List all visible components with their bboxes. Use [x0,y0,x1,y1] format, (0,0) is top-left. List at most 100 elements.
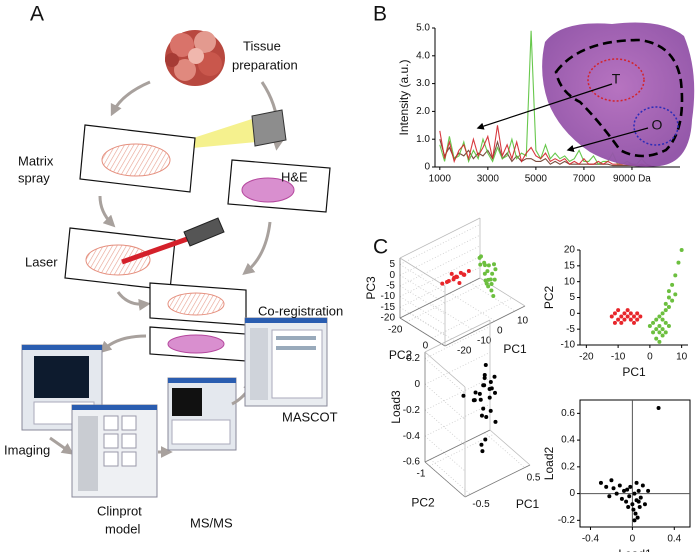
point [491,294,496,299]
point [493,267,498,272]
point [635,311,640,316]
point [632,491,637,496]
point [484,281,489,286]
y-tick-label: 0 [423,341,429,352]
point [493,390,497,395]
point [663,320,668,325]
point [638,314,643,319]
point [611,486,616,491]
point [636,488,641,493]
point [660,333,665,338]
step-label: Tissue [243,38,281,53]
y-tick-label: -0.2 [558,515,576,526]
y-tick-label: 2.0 [416,106,430,117]
x-tick-label: 0.4 [667,534,681,545]
z-tick-label: 0.2 [406,353,420,364]
x-tick-label: -20 [457,346,472,357]
point [449,271,454,276]
point [482,376,487,381]
panel-label: A [30,3,44,26]
point [676,260,681,265]
x-axis-label: PC1 [516,497,540,511]
point [479,442,484,447]
point [628,484,633,489]
y-tick-label: -1 [417,469,426,480]
point [483,437,488,442]
point [657,314,662,319]
point [651,320,656,325]
plot-frame [579,399,691,528]
spectrum-line [439,139,652,167]
point [481,406,486,411]
point [622,311,627,316]
point [609,314,614,319]
point [604,484,609,489]
x-tick-label: -0.5 [472,499,490,510]
y-tick-label: 1.0 [416,134,430,145]
step-label: Laser [25,254,58,269]
point [461,393,466,398]
point [486,277,491,282]
point [466,269,471,274]
point [489,288,494,293]
point [455,274,459,279]
tissue-section [167,334,225,354]
step-label: Clinprot [97,503,142,518]
x-axis-label: Load1 [618,547,652,552]
x-tick-label: 7000 [573,174,596,185]
z-tick-label: -0.2 [403,405,421,416]
point [486,263,491,268]
panel-label: B [373,3,387,26]
step-label: MS/MS [190,515,233,530]
point [660,317,665,322]
point [607,494,612,499]
laser-beam [121,235,191,265]
axis-line [399,257,446,287]
grid-line [424,377,491,411]
point [632,518,637,523]
point [670,282,675,287]
x-tick-label: 10 [517,316,529,327]
point [492,277,497,282]
point [488,408,493,413]
x-axis-label: PC1 [503,342,527,356]
point [473,390,478,395]
point [626,504,631,509]
annotation: T [612,71,621,87]
arrow [98,195,116,228]
point [619,496,624,501]
point [624,499,629,504]
x-axis-label: PC1 [622,365,646,379]
point [666,305,671,309]
point [630,502,635,507]
point [625,308,630,313]
grid-line [424,403,491,437]
y-tick-label: -5 [566,324,575,335]
point [619,320,624,325]
grid-line [409,312,456,342]
step-label: model [105,521,141,536]
y-tick-label: 10 [564,276,576,287]
point [622,488,626,493]
step-label: H&E [281,169,308,184]
z-tick-label: -20 [381,313,396,324]
point [492,374,497,379]
axis-line [489,429,531,466]
point [666,324,671,328]
sprayer [251,109,287,147]
grid-line [399,296,446,325]
arrow [116,291,151,311]
y-axis-label: Intensity (a.u.) [397,59,411,135]
y-tick-label: -20 [388,325,403,336]
point [666,295,671,300]
point [482,271,487,276]
point [478,262,483,267]
y-tick-label: 0.4 [561,435,575,446]
y-tick-label: 0 [569,488,575,499]
z-axis-label: PC3 [364,276,378,300]
y-tick-label: 0.2 [561,461,575,472]
x-tick-label: 9000 Da [613,174,651,185]
y-tick-label: 0.6 [561,408,575,419]
x-tick-label: 0.5 [527,472,541,483]
